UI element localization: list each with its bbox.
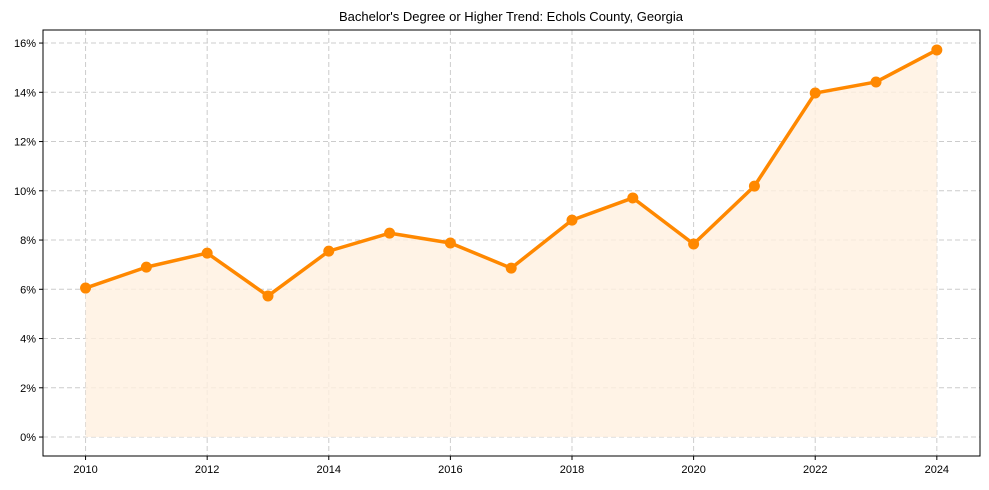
- data-point: [323, 245, 335, 257]
- y-tick-label: 12%: [14, 137, 36, 149]
- y-tick-label: 14%: [14, 87, 36, 99]
- y-tick-label: 4%: [20, 334, 36, 346]
- data-point: [627, 192, 639, 204]
- data-point: [384, 227, 396, 239]
- data-point: [80, 282, 92, 294]
- data-point: [809, 87, 821, 99]
- data-point: [870, 76, 882, 88]
- x-tick-label: 2024: [925, 464, 949, 476]
- data-point: [140, 261, 152, 273]
- y-tick-label: 0%: [20, 432, 36, 444]
- data-point: [262, 290, 274, 302]
- data-point: [201, 247, 213, 259]
- y-tick-label: 8%: [20, 235, 36, 247]
- area-fill: [85, 49, 937, 438]
- x-tick-label: 2012: [195, 464, 219, 476]
- y-tick-label: 6%: [20, 284, 36, 296]
- data-point: [748, 180, 760, 192]
- x-tick-label: 2022: [803, 464, 827, 476]
- chart-title: Bachelor's Degree or Higher Trend: Echol…: [339, 9, 684, 24]
- data-point: [931, 44, 943, 56]
- y-tick-label: 2%: [20, 383, 36, 395]
- x-tick-label: 2014: [317, 464, 341, 476]
- data-point: [688, 238, 700, 250]
- x-tick-label: 2020: [681, 464, 705, 476]
- x-tick-label: 2018: [560, 464, 584, 476]
- data-point: [505, 262, 517, 274]
- x-tick-label: 2016: [438, 464, 462, 476]
- plot-frame: [42, 29, 981, 457]
- y-tick-label: 16%: [14, 38, 36, 50]
- y-tick-label: 10%: [14, 186, 36, 198]
- data-point: [566, 214, 578, 226]
- data-point: [444, 237, 456, 249]
- x-tick-label: 2010: [73, 464, 97, 476]
